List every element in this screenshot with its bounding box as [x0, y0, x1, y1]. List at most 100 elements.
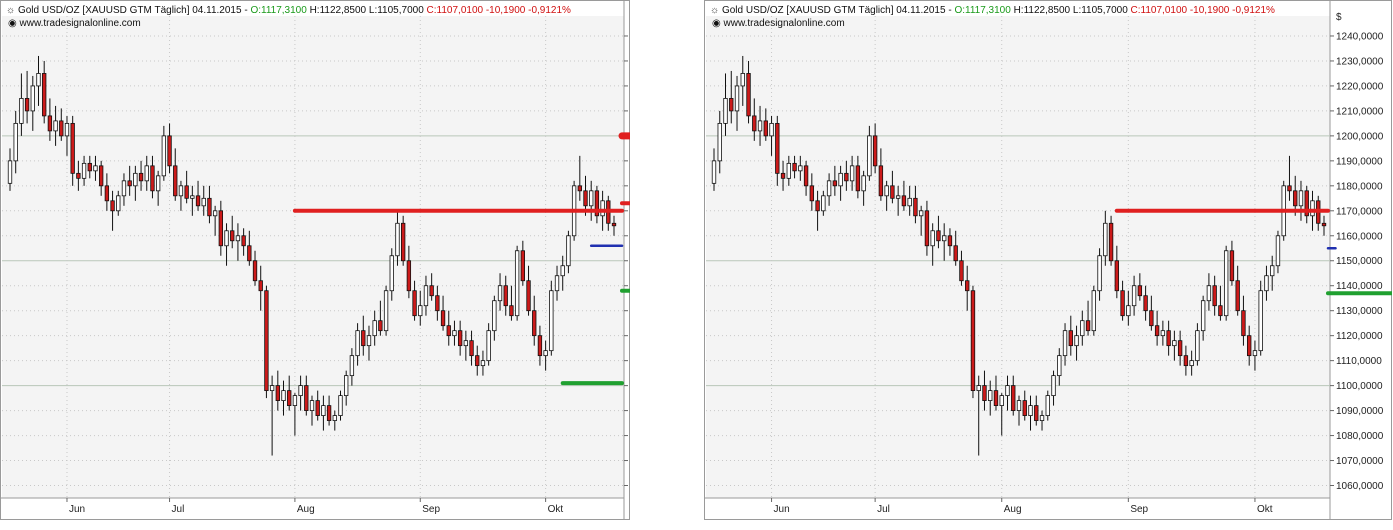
candle-up	[1172, 340, 1177, 347]
x-tick-label: Jul	[172, 504, 185, 515]
candle-up	[1275, 235, 1281, 267]
candle-up	[1264, 275, 1269, 292]
high-value: H:1122,8500	[1014, 5, 1073, 16]
candle-down	[406, 260, 412, 292]
candle-up	[821, 195, 826, 212]
candle-up	[1160, 330, 1166, 337]
candle-down	[594, 190, 600, 217]
candle-up	[1131, 285, 1137, 307]
candle-up	[133, 172, 138, 187]
candle-down	[1235, 280, 1240, 312]
y-tick-label: 1110,0000	[1336, 356, 1382, 367]
candle-up	[711, 160, 717, 184]
candle-up	[355, 330, 360, 357]
candle-up	[514, 250, 520, 317]
candles	[711, 55, 1327, 456]
candle-down	[378, 320, 383, 332]
candle-down	[526, 280, 531, 312]
candle-down	[1149, 310, 1154, 327]
candle-up	[463, 340, 469, 347]
candle-up	[309, 400, 315, 411]
y-tick-label: 1170,0000	[1336, 206, 1383, 217]
candle-up	[1270, 265, 1275, 277]
candle-down	[218, 210, 223, 247]
candle-up	[769, 122, 774, 137]
candle-up	[1016, 400, 1022, 411]
candle-up	[13, 122, 18, 162]
candle-down	[503, 285, 508, 307]
candle-up	[81, 162, 87, 179]
candle-up	[155, 175, 161, 192]
y-tick-label: 1100,0000	[1336, 381, 1383, 392]
candle-up	[269, 385, 275, 392]
low-value: L:1105,7000	[1073, 5, 1131, 16]
candle-up	[281, 390, 286, 402]
candle-down	[1287, 185, 1292, 192]
candle-down	[890, 185, 895, 199]
candle-up	[1223, 250, 1229, 317]
instrument-name: Gold USD/OZ [XAUUSD GTM Täglich]	[18, 5, 192, 16]
currency-label: $	[1336, 12, 1342, 23]
candle-down	[1218, 305, 1223, 317]
candle-down	[1137, 285, 1143, 297]
candle-up	[366, 335, 372, 347]
candle-down	[924, 210, 930, 247]
candle-down	[746, 73, 751, 117]
candle-down	[775, 122, 780, 174]
candle-up	[867, 135, 872, 177]
website-label: ◉ www.tradesignalonline.com	[712, 18, 845, 29]
candle-up	[723, 98, 728, 124]
high-value: H:1122,8500	[310, 5, 369, 16]
candle-down	[1034, 405, 1039, 421]
x-tick-label: Sep	[422, 504, 440, 515]
candle-down	[1011, 385, 1016, 411]
candle-up	[1252, 350, 1258, 357]
candle-down	[982, 385, 987, 402]
y-tick-label: 1080,0000	[1336, 431, 1384, 442]
candle-up	[1126, 305, 1131, 317]
candle-up	[423, 285, 429, 307]
candle-up	[292, 395, 298, 406]
candle-down	[1212, 285, 1217, 307]
chart-header: ☼ Gold USD/OZ [XAUUSD GTM Täglich] 04.11…	[6, 5, 571, 16]
candle-up	[224, 230, 229, 247]
candle-up	[1310, 200, 1315, 217]
candle-down	[110, 200, 115, 212]
candle-down	[99, 165, 104, 187]
candle-down	[577, 185, 582, 192]
candle-down	[1143, 295, 1148, 312]
candle-down	[1177, 340, 1183, 357]
candle-down	[440, 310, 446, 327]
candlestick-chart-left: 1240,00001230,00001220,00001210,00001200…	[0, 0, 630, 520]
instrument-icon: ☼	[710, 5, 722, 16]
candle-up	[589, 190, 594, 207]
candle-down	[993, 390, 999, 406]
candle-down	[1108, 222, 1114, 262]
candle-down	[583, 190, 588, 207]
candle-up	[543, 350, 548, 357]
x-tick-label: Jun	[69, 504, 85, 515]
candle-up	[201, 197, 206, 207]
candle-up	[734, 85, 740, 112]
y-tick-label: 1230,0000	[1336, 56, 1384, 67]
candle-down	[435, 295, 440, 312]
candle-up	[492, 300, 497, 332]
candle-up	[861, 175, 866, 192]
candle-down	[104, 185, 110, 202]
candle-down	[947, 235, 953, 247]
close-value: C:1107,0100 -10,1900 -0,9121%	[1131, 5, 1275, 16]
x-tick-label: Jun	[774, 504, 790, 515]
quote-date: 04.11.2015 -	[192, 5, 250, 16]
candle-down	[844, 172, 849, 182]
candle-down	[475, 355, 480, 367]
website-label: ◉ www.tradesignalonline.com	[8, 18, 141, 29]
candle-down	[532, 310, 537, 337]
candle-up	[344, 375, 349, 397]
candle-up	[190, 195, 195, 199]
chart-panel-left: 1240,00001230,00001220,00001210,00001200…	[0, 0, 630, 520]
candle-down	[247, 245, 252, 262]
candle-down	[913, 197, 918, 217]
candle-down	[184, 185, 189, 199]
candle-up	[740, 73, 745, 87]
candle-down	[1085, 320, 1091, 332]
